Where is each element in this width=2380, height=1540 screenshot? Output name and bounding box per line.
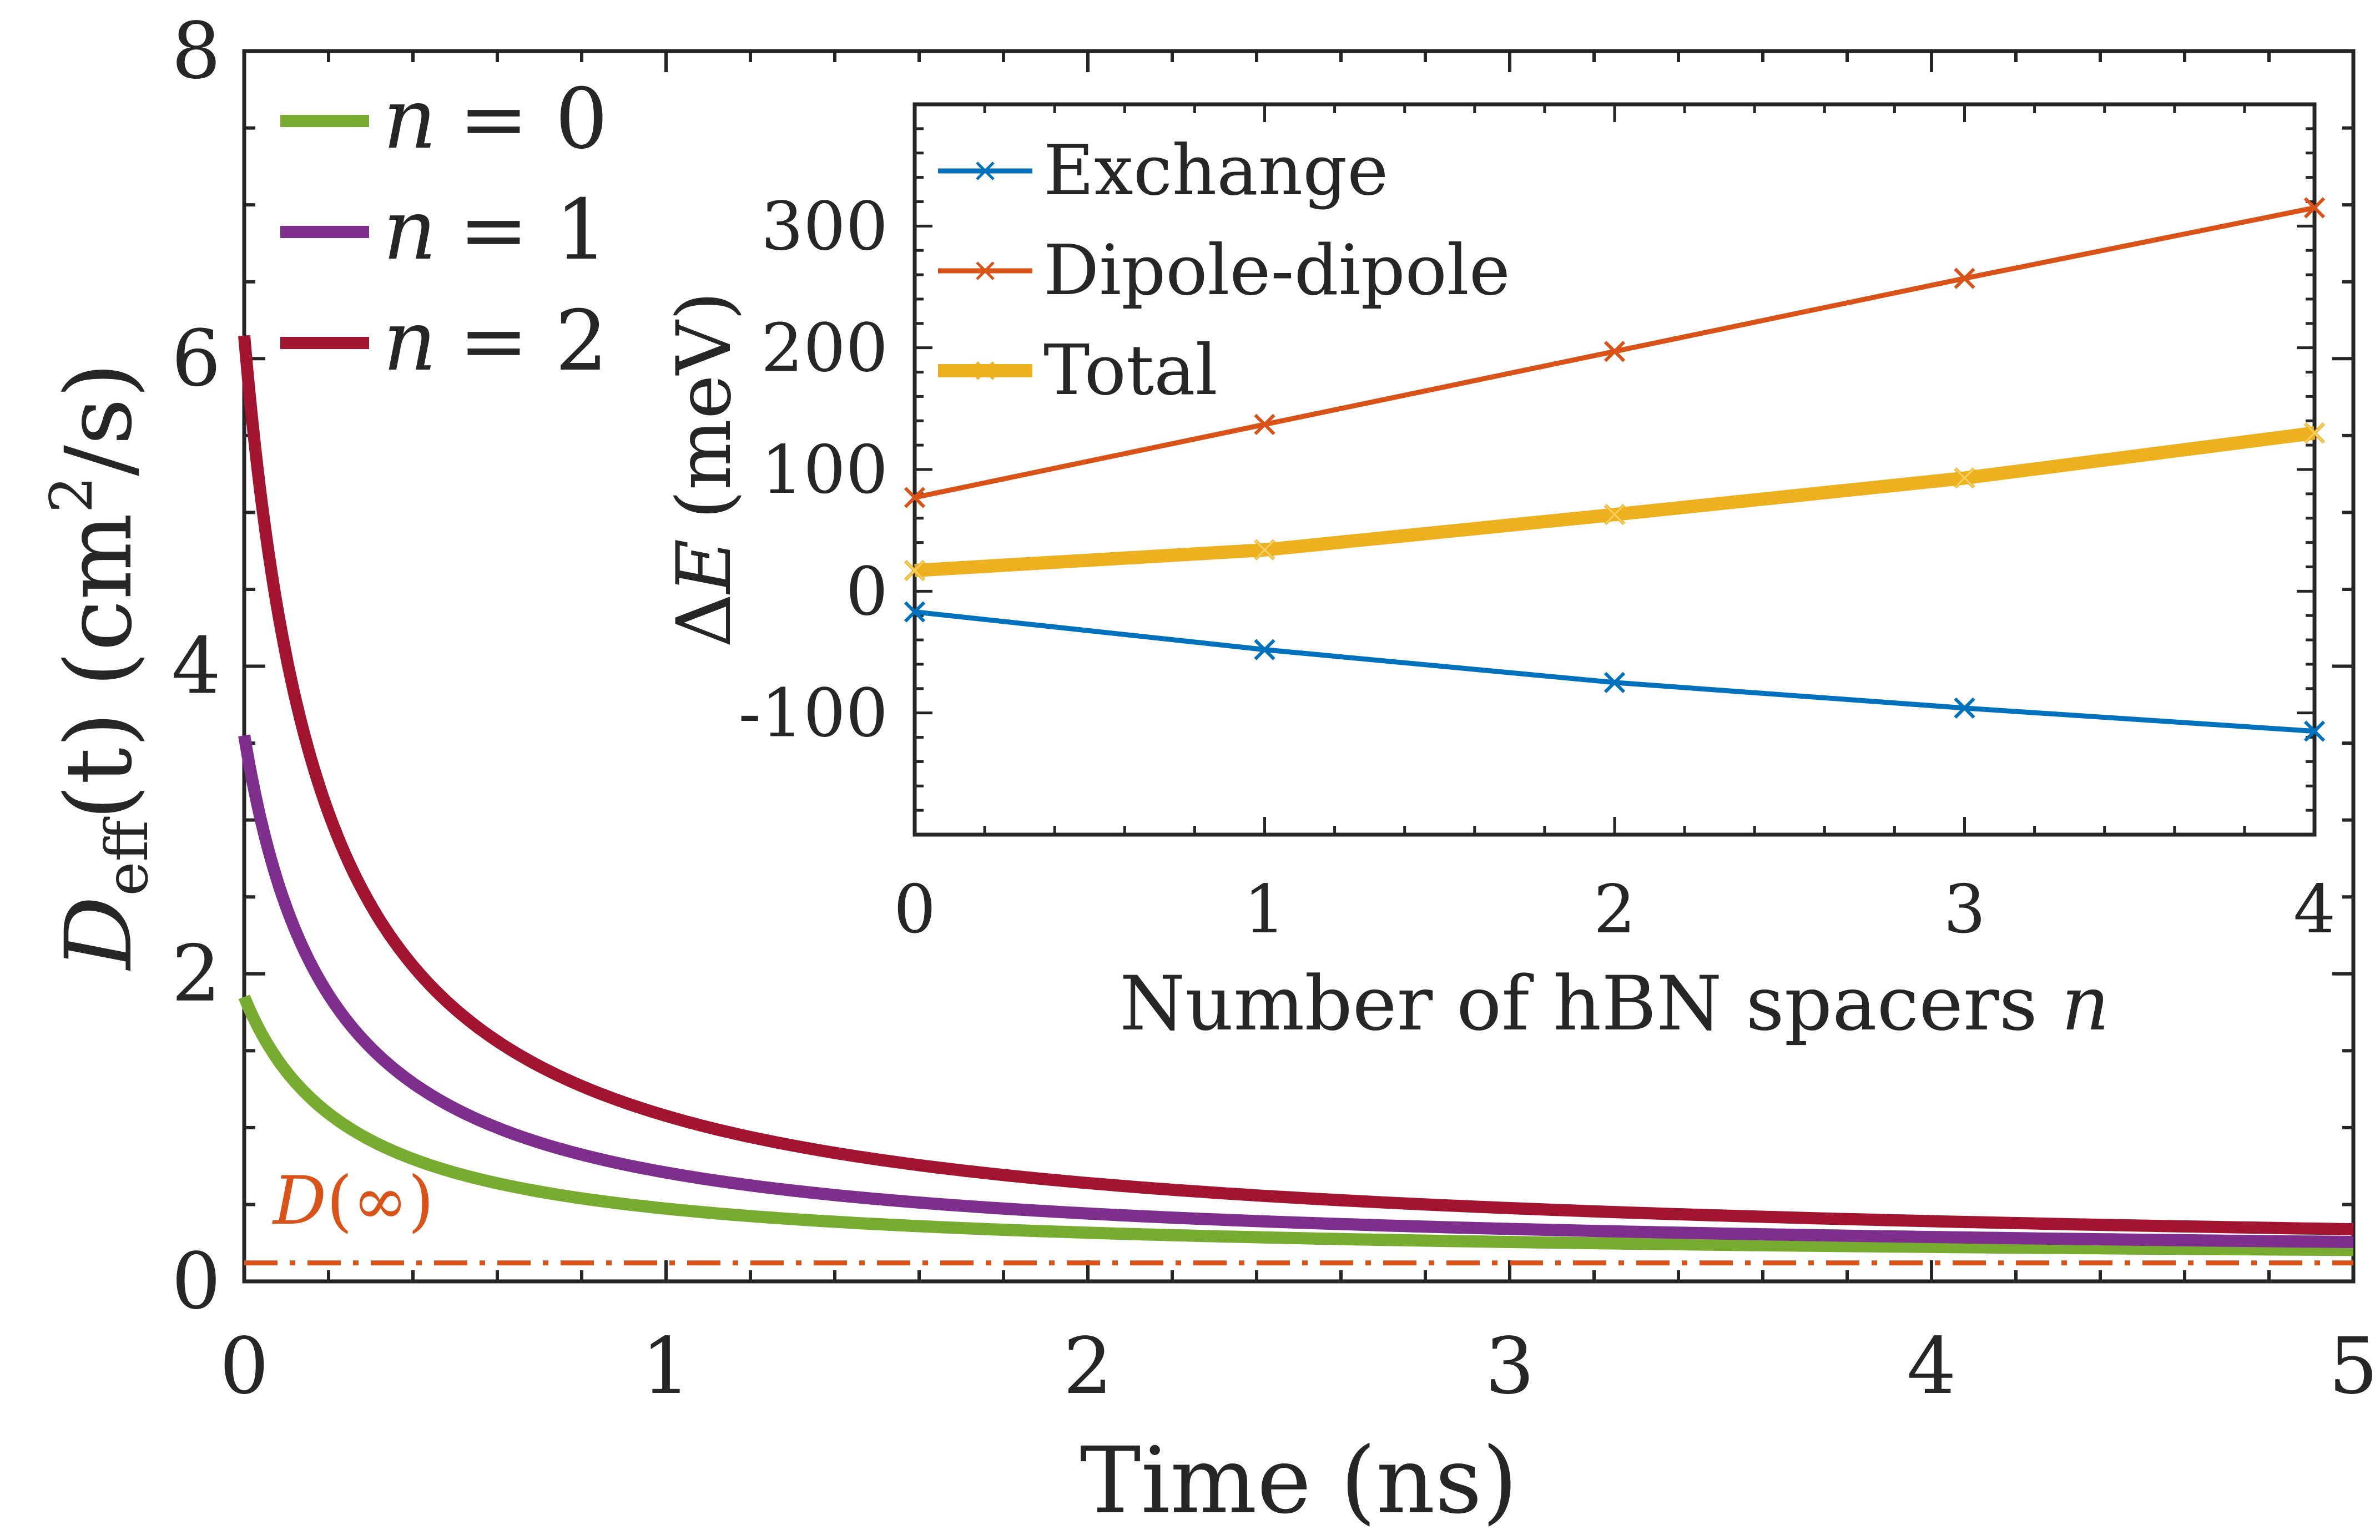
inset-marker-highlight bbox=[1604, 504, 1625, 525]
inset-x-axis-label: Number of hBN spacers n bbox=[1120, 960, 2110, 1047]
inset-data-point-total bbox=[1254, 539, 1275, 561]
main-legend-label: n = 1 bbox=[383, 182, 608, 279]
inset-plot-frame bbox=[912, 102, 2317, 837]
inset-data-point-exchange bbox=[1604, 671, 1626, 693]
main-y-tick-label: 8 bbox=[172, 6, 221, 97]
inset-marker-stroke bbox=[2303, 197, 2326, 219]
inset-x-tick-label: 3 bbox=[1943, 871, 1985, 948]
main-series bbox=[238, 332, 2354, 1256]
inset-legend-label: Total bbox=[1043, 330, 1218, 411]
inset-data-point-total bbox=[1604, 504, 1626, 526]
inset-data-point-dipole-dipole bbox=[2303, 197, 2326, 219]
inset-ticks bbox=[913, 103, 2316, 836]
inset-marker-stroke bbox=[904, 487, 926, 508]
inset-legend-marker bbox=[976, 161, 995, 180]
main-x-tick-label: 2 bbox=[1063, 1321, 1112, 1412]
inset-x-tick-label: 4 bbox=[2293, 871, 2336, 948]
main-x-tick-label: 4 bbox=[1907, 1321, 1956, 1412]
inset-y-tick-label: 0 bbox=[846, 553, 888, 630]
main-legend: n = 0 n = 1 n = 2 bbox=[280, 71, 608, 390]
inset-data-point-total bbox=[1954, 467, 1975, 489]
main-y-axis-label-text: Deff(t)(cm2/s) bbox=[38, 362, 161, 971]
main-y-tick-label: 6 bbox=[172, 314, 221, 404]
inset-legend-label: Exchange bbox=[1043, 130, 1388, 211]
main-y-axis-label: Deff(t)(cm2/s) bbox=[38, 362, 161, 971]
inset-marker-stroke bbox=[1954, 697, 1975, 719]
main-y-tick-label: 0 bbox=[172, 1236, 221, 1327]
main-legend-label: n = 2 bbox=[383, 293, 608, 390]
inset-marker-highlight bbox=[2304, 423, 2325, 443]
inset-marker-stroke bbox=[2303, 720, 2326, 742]
inset-y-tick-label: -100 bbox=[738, 675, 888, 753]
inset-data-point-dipole-dipole bbox=[1254, 413, 1275, 435]
inset-legend-marker bbox=[976, 261, 995, 280]
inset-legend-label: Dipole-dipole bbox=[1043, 230, 1510, 311]
inset-marker-stroke bbox=[1604, 671, 1626, 693]
inset-x-tick-label: 0 bbox=[894, 871, 936, 948]
inset-marker-highlight bbox=[904, 560, 925, 581]
inset-data-point-total bbox=[2303, 422, 2326, 444]
inset-marker-highlight bbox=[1954, 468, 1975, 488]
main-series-line-n0 bbox=[238, 991, 2354, 1256]
inset-x-tick-label: 1 bbox=[1243, 871, 1285, 948]
main-x-tick-label: 1 bbox=[641, 1321, 690, 1412]
main-x-tick-label: 5 bbox=[2328, 1321, 2378, 1412]
inset-tick-labels: 0 1 2 3 4 -100 0 100 200 300 bbox=[738, 188, 2336, 948]
main-x-axis-label: Time (ns) bbox=[1080, 1427, 1517, 1534]
inset-x-tick-label: 2 bbox=[1594, 871, 1636, 948]
inset-marker-stroke bbox=[1954, 267, 1975, 289]
inset-marker-stroke bbox=[904, 601, 926, 623]
inset-data-point-dipole-dipole bbox=[1954, 267, 1975, 289]
d-infinity-label: D(∞) bbox=[272, 1163, 434, 1240]
inset-data-point-dipole-dipole bbox=[1604, 341, 1626, 362]
main-series-line-n1 bbox=[238, 731, 2354, 1248]
main-y-tick-label: 2 bbox=[172, 929, 221, 1019]
inset-marker-stroke bbox=[1254, 639, 1275, 660]
main-x-tick-label: 3 bbox=[1485, 1321, 1534, 1412]
inset-legend-marker bbox=[976, 361, 995, 380]
inset-axes: 0 1 2 3 4 -100 0 100 200 300 Number of hBN spacer… bbox=[660, 102, 2336, 1047]
inset-data-point-dipole-dipole bbox=[904, 487, 926, 508]
inset-marker-stroke bbox=[1254, 413, 1275, 435]
inset-y-axis-label: ΔE(meV) bbox=[660, 291, 748, 648]
inset-marker-highlight bbox=[1254, 539, 1275, 560]
inset-y-tick-label: 300 bbox=[761, 188, 888, 265]
inset-y-tick-label: 200 bbox=[761, 310, 888, 387]
main-series-line-n2 bbox=[238, 332, 2354, 1235]
main-x-tick-label: 0 bbox=[219, 1321, 269, 1412]
main-legend-label: n = 0 bbox=[383, 71, 608, 168]
inset-data-point-exchange bbox=[1254, 639, 1275, 660]
inset-marker-stroke bbox=[1604, 341, 1626, 362]
main-y-tick-label: 4 bbox=[172, 622, 221, 712]
inset-y-axis-label-text: ΔE(meV) bbox=[660, 291, 748, 648]
inset-data-point-exchange bbox=[2303, 720, 2326, 742]
inset-series bbox=[904, 197, 2326, 742]
inset-legend: Exchange Dipole-dipole Total bbox=[938, 130, 1510, 411]
inset-data-point-exchange bbox=[1954, 697, 1975, 719]
main-tick-labels: 0 1 2 3 4 5 0 2 4 6 8 bbox=[172, 6, 2378, 1412]
inset-data-point-total bbox=[904, 559, 926, 582]
inset-y-tick-label: 100 bbox=[761, 432, 888, 509]
inset-data-point-exchange bbox=[904, 601, 926, 623]
